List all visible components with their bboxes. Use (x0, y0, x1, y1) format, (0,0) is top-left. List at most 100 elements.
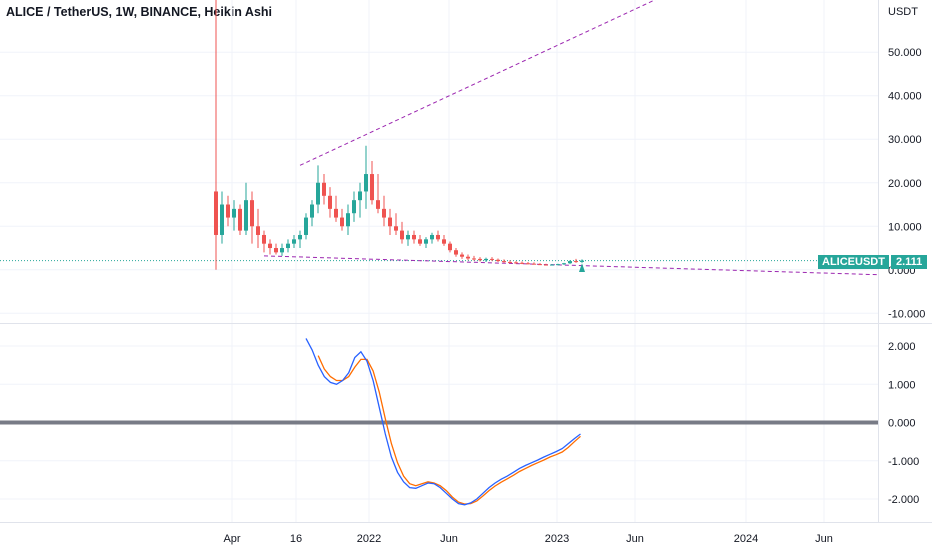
candle-body (442, 239, 446, 244)
price-tick-label: 50.000 (888, 47, 922, 59)
candle-body (382, 208, 386, 218)
price-tick-label: 10.000 (888, 221, 922, 233)
candle-body (496, 259, 500, 262)
osc-fast-line (305, 338, 581, 506)
candle (340, 208, 344, 231)
candle (478, 257, 482, 262)
candle-body (484, 258, 488, 261)
candle-body (568, 261, 572, 264)
candle-body (430, 234, 434, 240)
candle-body (244, 200, 248, 231)
candle (574, 258, 578, 263)
candle-body (490, 258, 494, 260)
candle-body (316, 182, 320, 205)
candle-body (514, 262, 518, 264)
signal-triangle (579, 263, 585, 272)
candle-body (280, 248, 284, 253)
candle-body (424, 239, 428, 244)
osc-tick-label: 2.000 (888, 341, 916, 353)
candle (514, 261, 518, 264)
candle-body (358, 191, 362, 201)
candle (436, 230, 440, 242)
candle-body (550, 264, 554, 266)
price-tag-value: 2.111 (890, 255, 928, 269)
candle-body (562, 263, 566, 265)
candle (448, 241, 452, 253)
candle-body (310, 204, 314, 218)
candle (520, 261, 524, 265)
osc-slow-line (317, 355, 581, 505)
candle (490, 257, 494, 262)
candle-body (466, 256, 470, 259)
candle (370, 161, 374, 205)
time-tick-label: 16 (290, 533, 302, 545)
candle (316, 165, 320, 214)
candle (232, 200, 236, 231)
candle (286, 239, 290, 253)
candle-body (508, 261, 512, 263)
candle (544, 263, 548, 266)
candle (502, 259, 506, 263)
candle-body (304, 217, 308, 235)
candle (214, 0, 218, 270)
candle (226, 195, 230, 227)
candle (244, 182, 248, 235)
candle (220, 191, 224, 244)
candle-body (520, 262, 524, 264)
candle-body (286, 243, 290, 249)
candle (334, 195, 338, 222)
price-tick-label: 40.000 (888, 91, 922, 103)
osc-tick-label: -1.000 (888, 456, 919, 468)
candle (310, 200, 314, 227)
candle (472, 255, 476, 261)
candle-body (478, 258, 482, 261)
candle (352, 191, 356, 222)
candle-body (388, 217, 392, 227)
chart-title: ALICE / TetherUS, 1W, BINANCE, Heikin As… (6, 5, 273, 19)
time-tick-label: Jun (626, 533, 644, 545)
candle-body (364, 174, 368, 192)
candle-body (556, 264, 560, 266)
lower-trendline (263, 255, 879, 276)
candle (376, 174, 380, 214)
candle (364, 145, 368, 209)
candle-body (340, 217, 344, 227)
price-tick-label: 20.000 (888, 178, 922, 190)
osc-tick-label: 0.000 (888, 418, 916, 430)
candle (508, 260, 512, 264)
price-tick-label: -10.000 (888, 308, 925, 320)
candle (430, 232, 434, 244)
candle (484, 257, 488, 262)
candle (580, 259, 584, 263)
time-tick-label: 2022 (357, 533, 381, 545)
candle (322, 174, 326, 205)
price-axis-unit: USDT (888, 6, 918, 18)
candle (346, 204, 350, 235)
time-tick-label: Jun (440, 533, 458, 545)
candle-body (436, 234, 440, 240)
candle-body (574, 261, 578, 263)
candle-body (454, 250, 458, 255)
candle-body (322, 182, 326, 196)
candles (214, 0, 584, 270)
osc-tick-label: 1.000 (888, 379, 916, 391)
candle (406, 230, 410, 246)
candle (568, 260, 572, 265)
trendlines[interactable] (263, 0, 879, 276)
candle (298, 230, 302, 249)
candle-body (418, 239, 422, 244)
candle (238, 204, 242, 235)
candle (400, 221, 404, 244)
candle (274, 243, 278, 255)
candle (328, 187, 332, 218)
candle-body (502, 261, 506, 263)
candle (280, 243, 284, 256)
grid (0, 0, 878, 522)
candle (394, 213, 398, 235)
time-tick-label: 2023 (545, 533, 569, 545)
candle-body (472, 258, 476, 260)
candle-body (226, 204, 230, 218)
candle (382, 195, 386, 227)
candle (412, 230, 416, 244)
